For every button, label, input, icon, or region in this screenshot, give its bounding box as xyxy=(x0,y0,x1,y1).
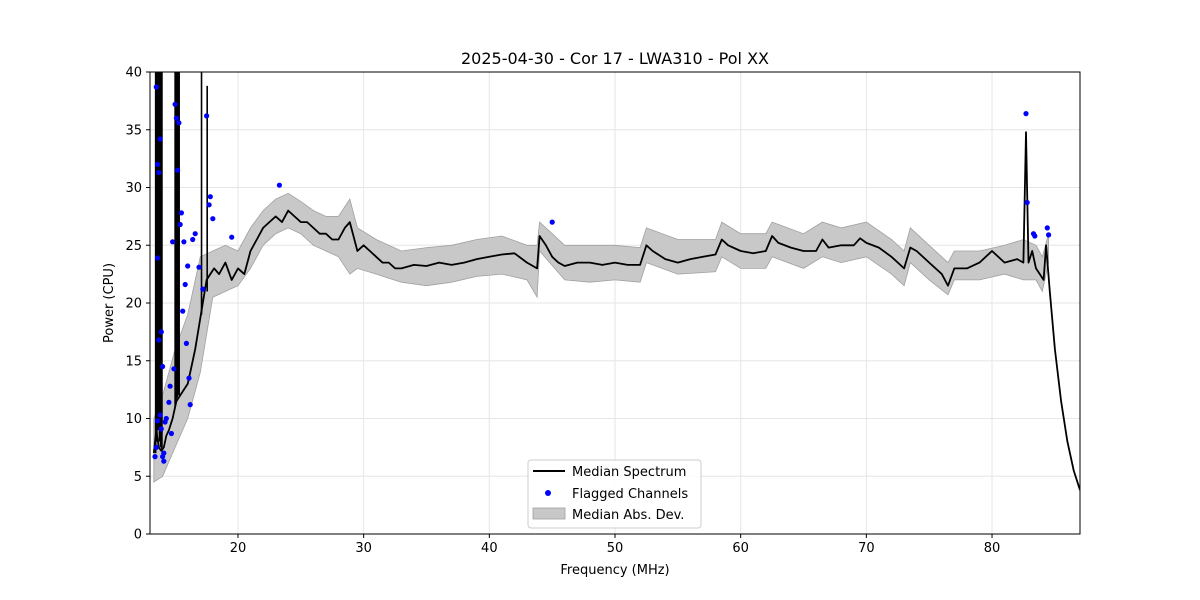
flagged-point xyxy=(158,329,164,335)
flagged-point xyxy=(175,167,181,173)
flagged-point xyxy=(1032,233,1038,239)
flagged-point xyxy=(163,415,169,422)
flagged-point xyxy=(187,402,193,408)
y-tick-label: 30 xyxy=(125,181,142,196)
flagged-point xyxy=(1046,232,1052,238)
flagged-point xyxy=(157,412,163,418)
flagged-point xyxy=(183,340,189,346)
flagged-point xyxy=(161,450,167,456)
flagged-point xyxy=(276,182,282,188)
flagged-point xyxy=(160,363,166,370)
legend-flagged-swatch xyxy=(545,490,551,496)
x-tick-label: 70 xyxy=(858,541,875,556)
flagged-point xyxy=(166,399,172,405)
flagged-point xyxy=(171,366,177,372)
flagged-point xyxy=(1044,225,1050,231)
flagged-point xyxy=(157,136,163,142)
flagged-point xyxy=(177,221,183,228)
flagged-point xyxy=(1024,199,1030,206)
axis-ticks: 20 30 40 50 60 70 80 0 5 10 15 20 25 30 35 40 xyxy=(125,66,1000,557)
flagged-point xyxy=(153,444,159,450)
legend: Median Spectrum Flagged Channels Median … xyxy=(527,459,702,529)
flagged-point xyxy=(185,263,191,269)
chart-title: 2025-04-30 - Cor 17 - LWA310 - Pol XX xyxy=(461,49,769,68)
flagged-point xyxy=(196,264,202,270)
flagged-point xyxy=(173,115,179,121)
x-tick-label: 30 xyxy=(355,541,372,556)
mad-band-area xyxy=(153,192,1049,483)
y-tick-label: 15 xyxy=(125,354,142,369)
flagged-point xyxy=(180,308,186,314)
legend-mad-label: Median Abs. Dev. xyxy=(572,508,684,523)
y-tick-label: 40 xyxy=(125,66,142,81)
flagged-point xyxy=(167,383,173,389)
flagged-point xyxy=(153,84,159,90)
median-line xyxy=(152,131,1080,491)
flagged-point xyxy=(182,281,188,288)
y-tick-label: 0 xyxy=(134,528,142,543)
flagged-point xyxy=(186,375,192,381)
flagged-point xyxy=(192,231,198,237)
flagged-point xyxy=(190,236,196,243)
legend-box xyxy=(527,459,702,529)
flagged-point xyxy=(154,418,161,424)
x-tick-label: 80 xyxy=(984,541,1001,556)
median-spectrum-path xyxy=(152,131,1080,491)
y-tick-label: 25 xyxy=(125,239,142,254)
flagged-point xyxy=(170,239,176,245)
mad-band xyxy=(153,192,1049,483)
x-tick-label: 20 xyxy=(230,541,247,556)
flagged-point xyxy=(176,120,182,126)
x-tick-label: 60 xyxy=(732,541,749,556)
flagged-point xyxy=(154,255,161,261)
flagged-point xyxy=(178,210,184,216)
x-tick-label: 40 xyxy=(481,541,498,556)
flagged-point xyxy=(204,113,210,119)
flagged-point xyxy=(158,426,164,432)
flagged-points xyxy=(152,84,1052,464)
y-tick-label: 20 xyxy=(125,297,142,312)
flagged-point xyxy=(1023,111,1029,117)
flagged-point xyxy=(172,101,178,107)
flagged-point xyxy=(206,202,212,208)
flagged-point xyxy=(200,286,206,292)
legend-flagged-label: Flagged Channels xyxy=(572,487,688,502)
y-tick-label: 35 xyxy=(125,123,142,138)
flagged-point xyxy=(156,337,162,343)
flagged-point xyxy=(161,458,167,464)
flagged-point xyxy=(229,234,235,240)
legend-median-label: Median Spectrum xyxy=(572,465,686,480)
flagged-point xyxy=(207,194,213,200)
flagged-point xyxy=(181,239,187,245)
flagged-point xyxy=(210,216,216,222)
flagged-point xyxy=(168,430,174,437)
legend-mad-swatch xyxy=(532,507,566,520)
flagged-point xyxy=(152,454,158,460)
flagged-point xyxy=(156,169,162,176)
y-tick-label: 10 xyxy=(125,412,142,427)
x-tick-label: 50 xyxy=(607,541,624,556)
x-axis-label: Frequency (MHz) xyxy=(560,563,669,578)
y-tick-label: 5 xyxy=(134,470,142,485)
y-axis-label: Power (CPU) xyxy=(102,263,117,343)
flagged-point xyxy=(549,219,555,225)
flagged-point xyxy=(154,161,161,167)
